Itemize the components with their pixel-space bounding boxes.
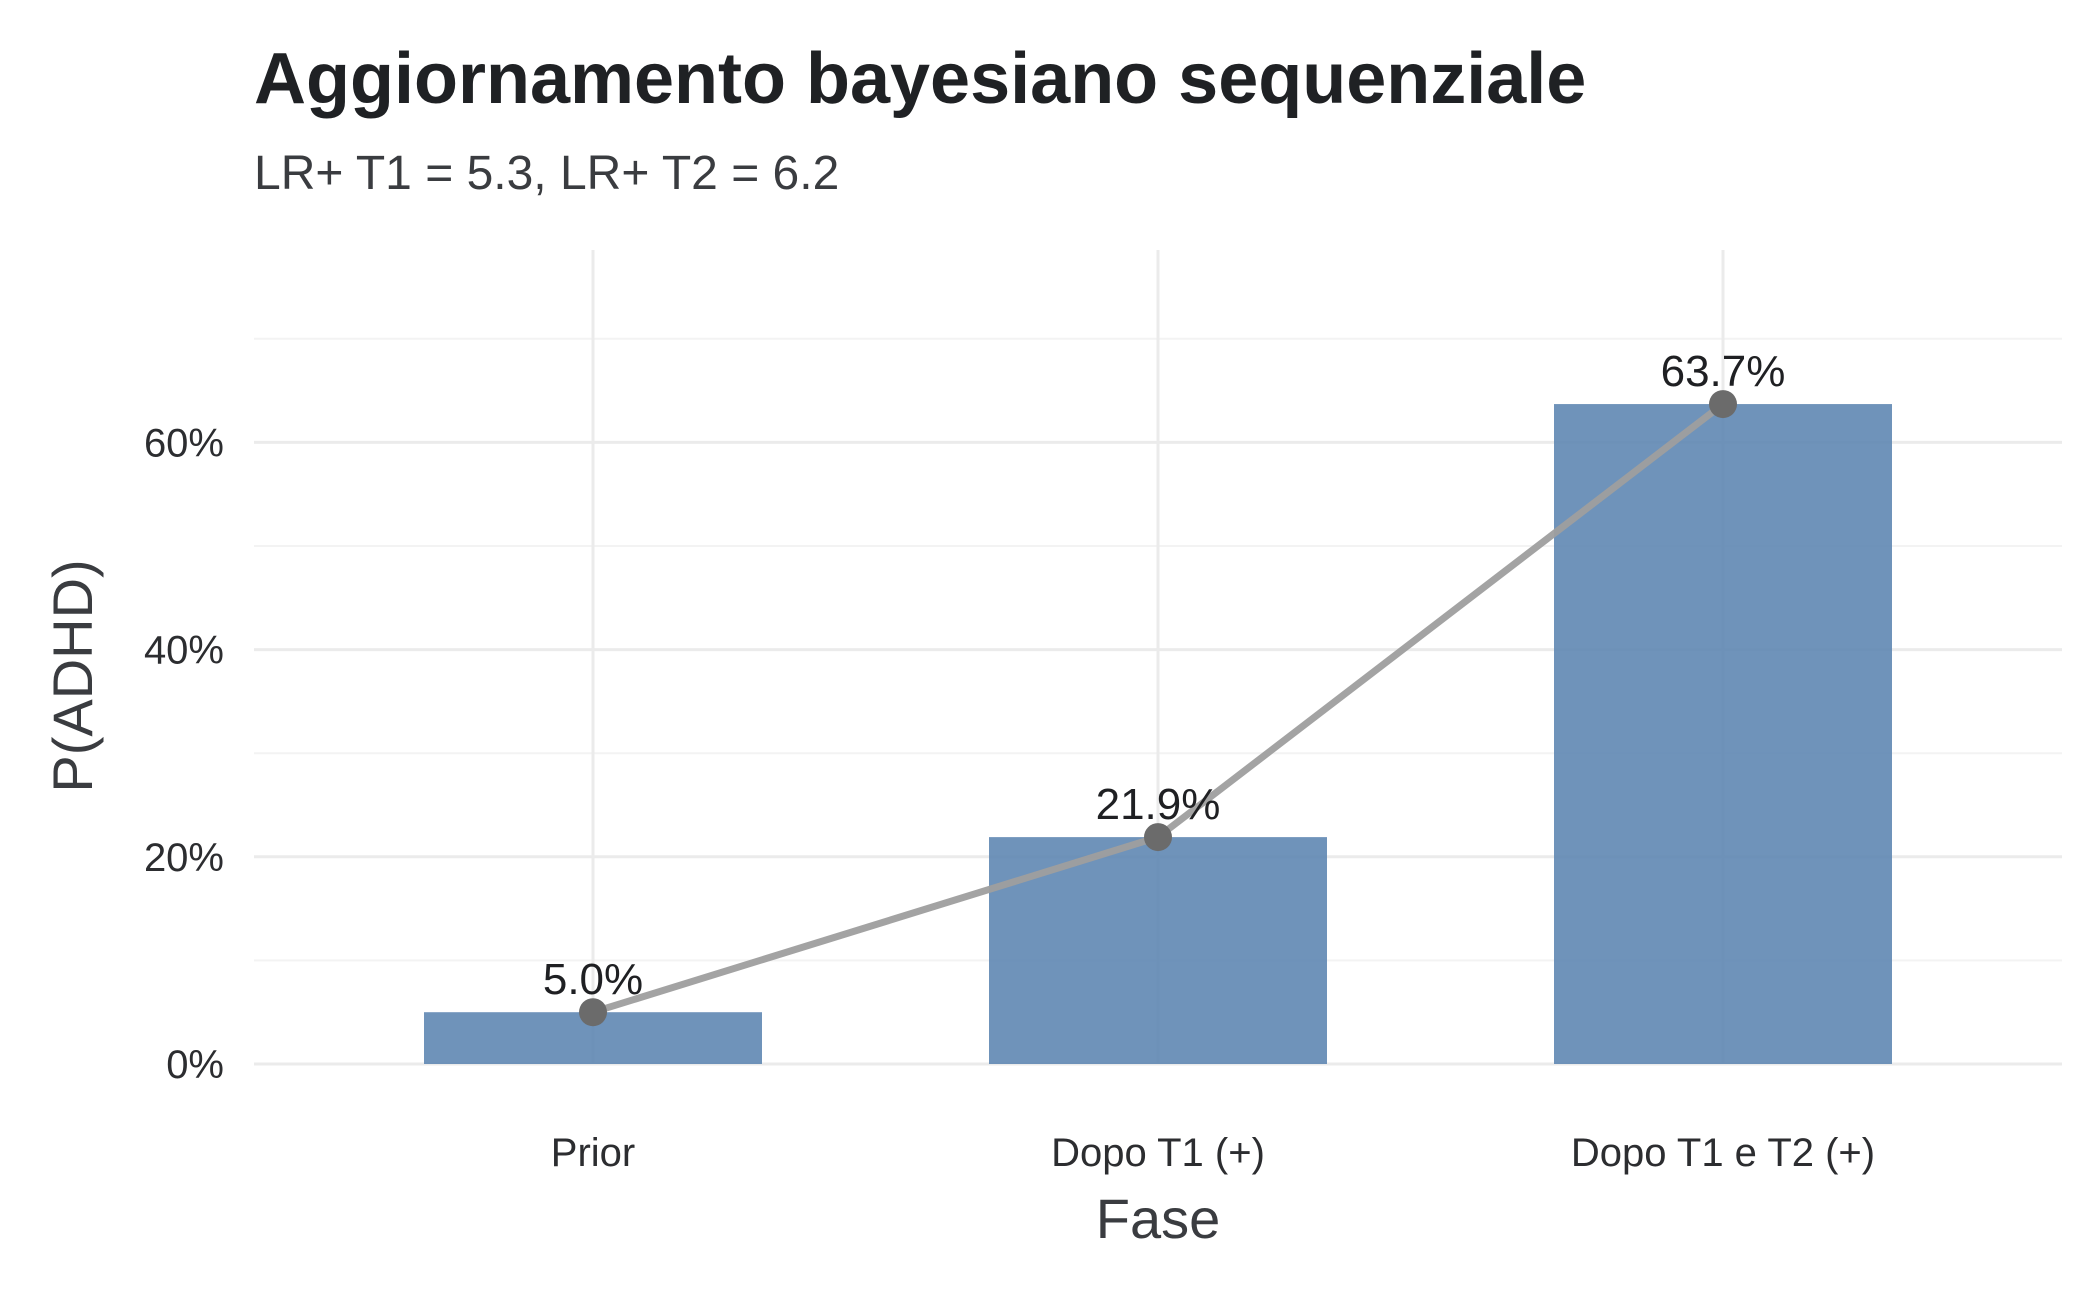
bar xyxy=(1554,404,1892,1064)
y-tick-label: 20% xyxy=(144,836,224,880)
chart-subtitle: LR+ T1 = 5.3, LR+ T2 = 6.2 xyxy=(254,147,840,200)
x-tick-label: Dopo T1 (+) xyxy=(1051,1131,1265,1175)
x-axis-title: Fase xyxy=(1096,1187,1221,1250)
data-point xyxy=(1144,823,1172,852)
data-labels: 5.0% 21.9% 63.7% xyxy=(543,347,1786,1004)
y-tick-label: 0% xyxy=(166,1043,224,1087)
x-tick-label: Dopo T1 e T2 (+) xyxy=(1571,1131,1875,1175)
data-point xyxy=(579,998,607,1027)
data-label: 21.9% xyxy=(1096,780,1221,829)
trend-line-group xyxy=(579,390,1737,1027)
axis-labels: 0% 20% 40% 60% Prior Dopo T1 (+) Dopo T1 e T2 … xyxy=(41,421,1875,1250)
x-tick-label: Prior xyxy=(551,1131,635,1175)
chart-title: Aggiornamento bayesiano sequenziale xyxy=(254,39,1587,119)
y-tick-label: 40% xyxy=(144,629,224,673)
data-point xyxy=(1709,390,1737,419)
data-label: 63.7% xyxy=(1661,347,1786,396)
y-axis-title: P(ADHD) xyxy=(41,559,104,792)
data-label: 5.0% xyxy=(543,955,643,1004)
y-tick-label: 60% xyxy=(144,421,224,465)
